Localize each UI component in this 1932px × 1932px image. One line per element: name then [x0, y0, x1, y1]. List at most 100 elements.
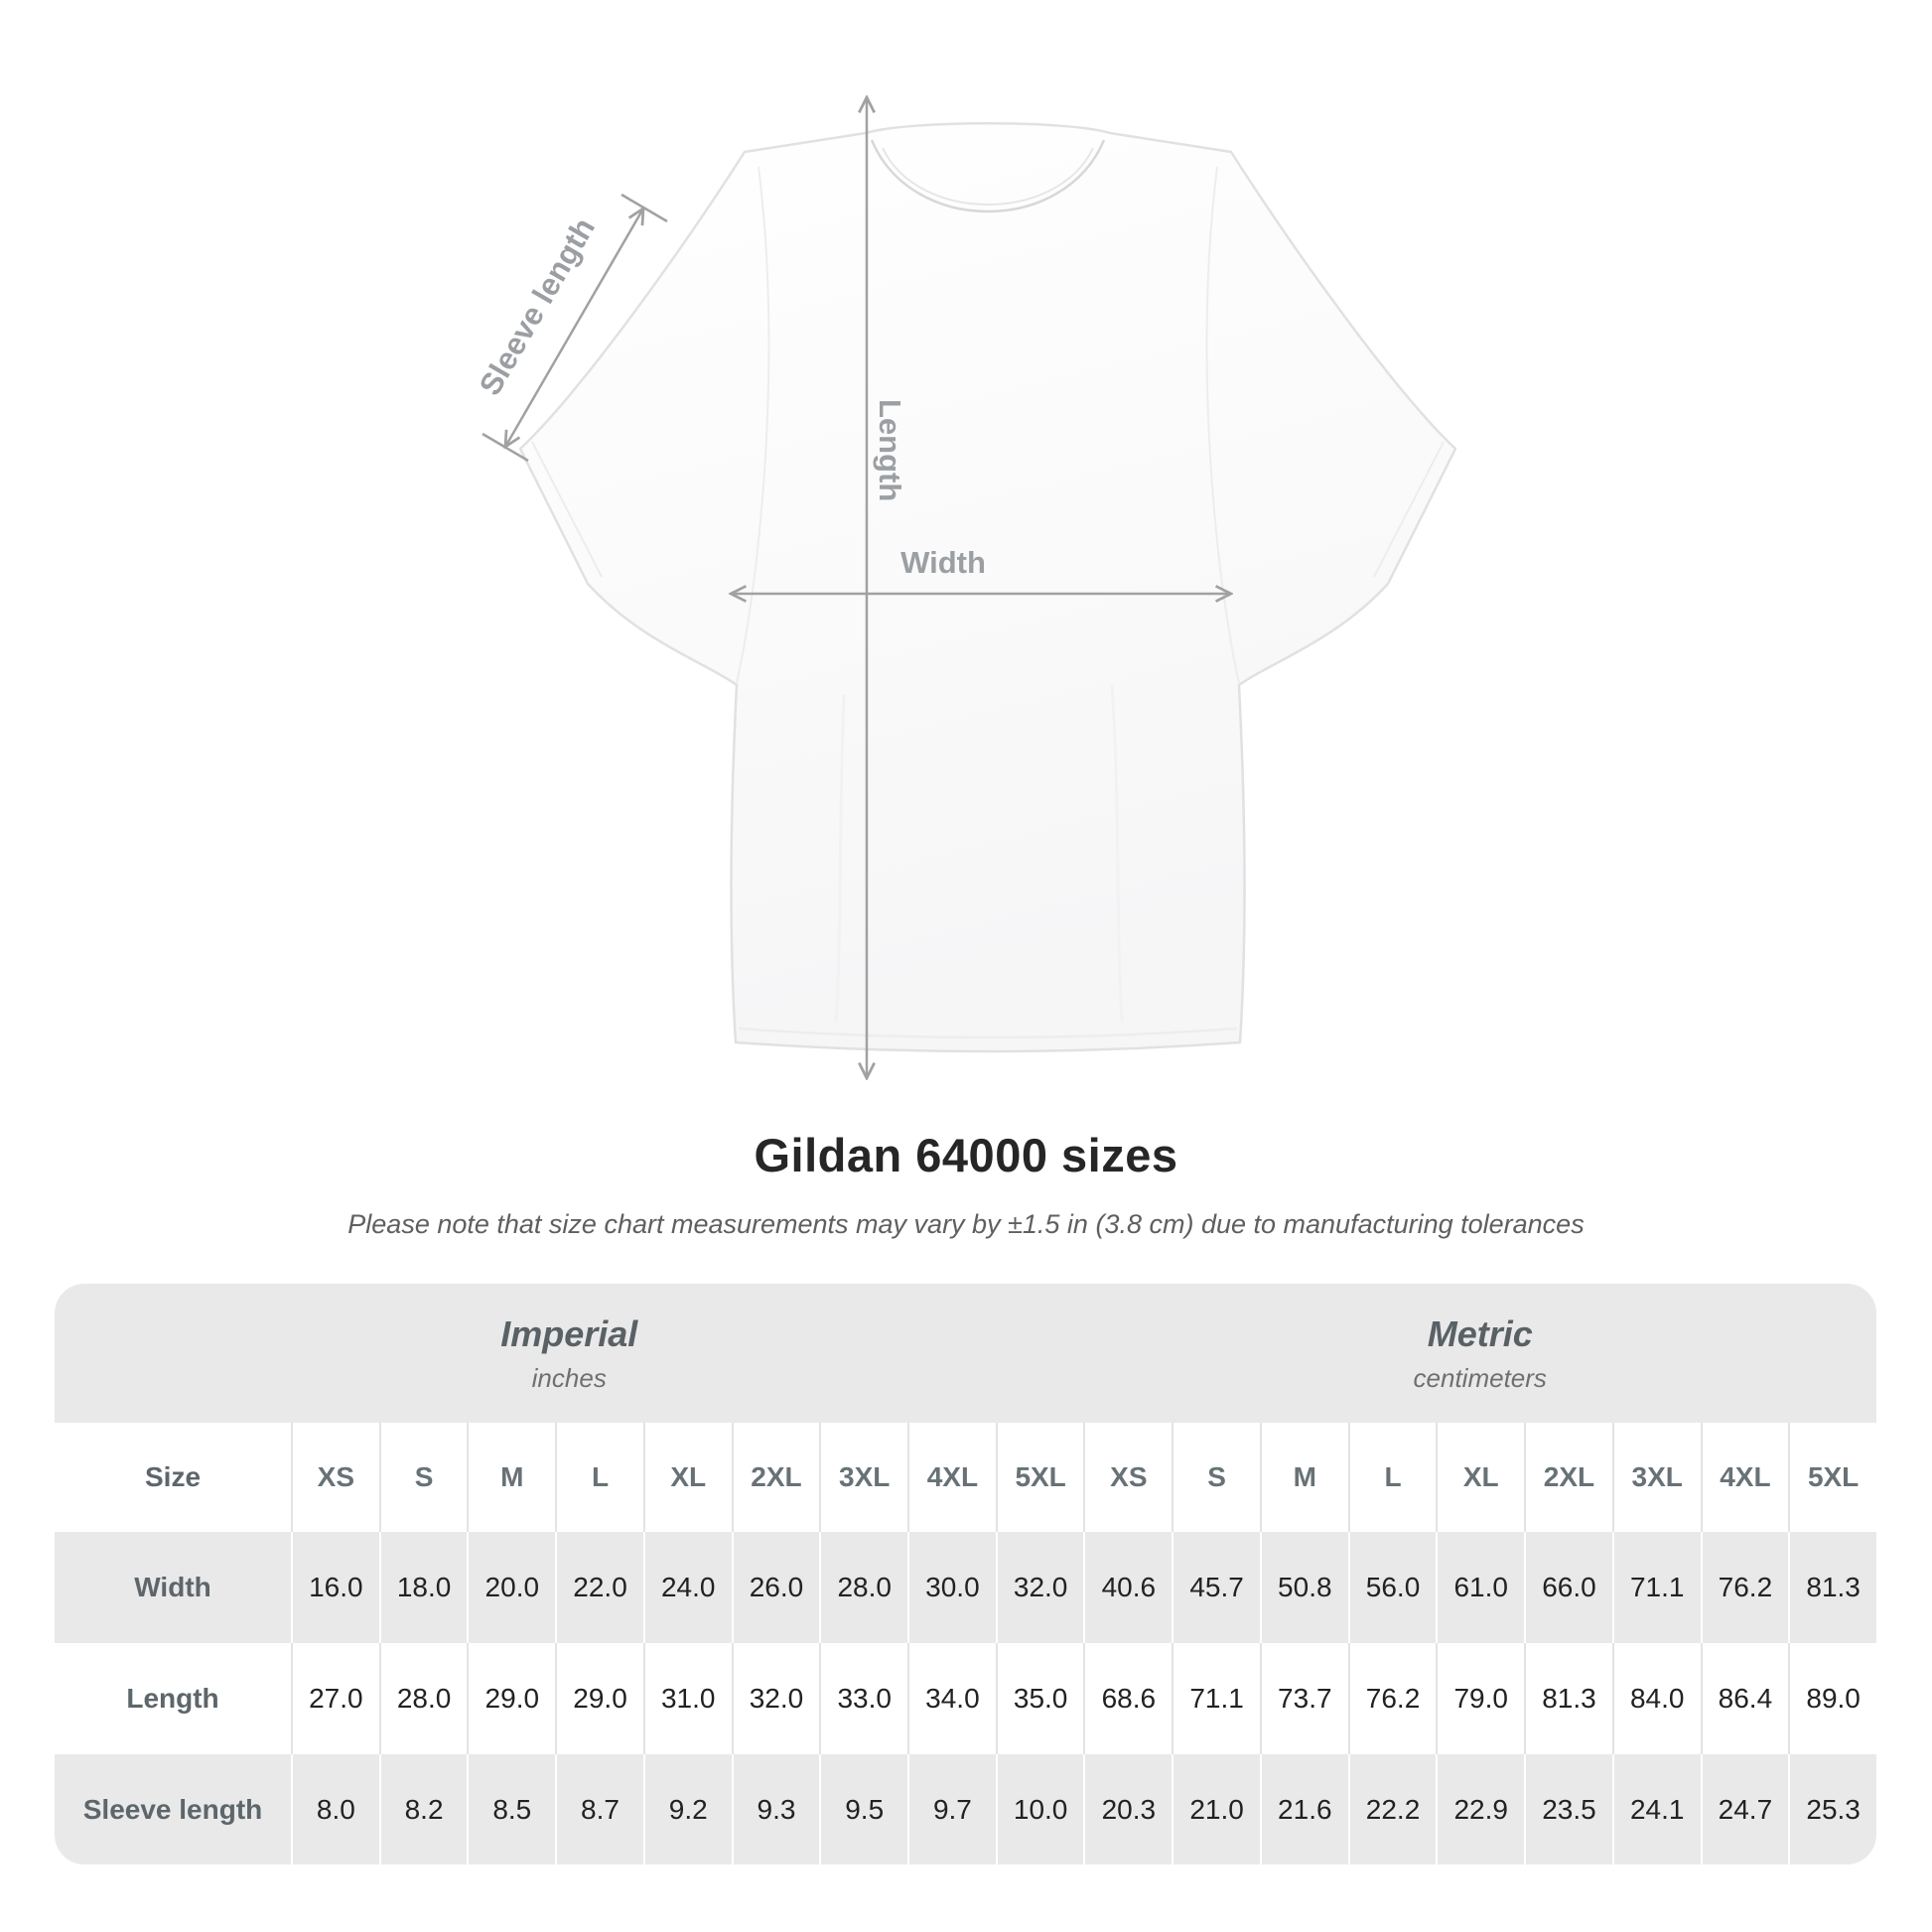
- size-col-header: L: [555, 1423, 643, 1532]
- dimension-annotations: [482, 97, 1231, 1078]
- tshirt-graphic: [518, 122, 1457, 1053]
- size-col-header: 3XL: [819, 1423, 908, 1532]
- measurement-value: 73.7: [1259, 1643, 1348, 1754]
- measurement-value: 81.3: [1788, 1532, 1876, 1643]
- measurement-value: 28.0: [819, 1532, 907, 1643]
- imperial-group-unit: inches: [531, 1362, 607, 1393]
- measurement-value: 9.5: [819, 1754, 907, 1864]
- imperial-group-header: Imperial inches: [55, 1284, 1083, 1423]
- page-title: Gildan 64000 sizes: [754, 1129, 1178, 1181]
- width-dimension-label: Width: [900, 545, 986, 580]
- measurement-value: 34.0: [907, 1643, 996, 1754]
- measurement-value: 8.7: [555, 1754, 643, 1864]
- collar-stitch-line: [882, 147, 1094, 206]
- fabric-fold-right: [1110, 684, 1124, 1024]
- measurement-value: 79.0: [1436, 1643, 1525, 1754]
- measurement-value: 45.7: [1172, 1532, 1260, 1643]
- measurement-value: 86.4: [1700, 1643, 1789, 1754]
- measurement-value: 32.0: [731, 1643, 820, 1754]
- measurement-value: 89.0: [1788, 1643, 1876, 1754]
- measurement-value: 20.0: [467, 1532, 555, 1643]
- size-col-header: 3XL: [1611, 1423, 1701, 1532]
- measurement-value: 8.5: [467, 1754, 555, 1864]
- sleeve-arrow-end-tick-top: [621, 193, 668, 223]
- size-col-header: XL: [1436, 1423, 1525, 1532]
- size-col-header: XS: [291, 1423, 379, 1532]
- measurement-value: 8.0: [291, 1754, 379, 1864]
- size-col-header: S: [1172, 1423, 1260, 1532]
- measurement-value: 21.0: [1172, 1754, 1260, 1864]
- sleeve-length-dimension-label: Sleeve length: [473, 211, 602, 401]
- measurement-value: 66.0: [1524, 1532, 1612, 1643]
- measurement-value: 50.8: [1259, 1532, 1348, 1643]
- size-col-header: S: [378, 1423, 468, 1532]
- measurement-value: 29.0: [467, 1643, 556, 1754]
- measurement-value: 35.0: [995, 1643, 1084, 1754]
- size-col-header: XS: [1083, 1423, 1173, 1532]
- measurement-value: 24.1: [1611, 1754, 1701, 1864]
- size-col-header: L: [1347, 1423, 1437, 1532]
- measurement-value: 28.0: [378, 1643, 468, 1754]
- measurement-value: 22.9: [1436, 1754, 1524, 1864]
- measurement-value: 61.0: [1436, 1532, 1524, 1643]
- length-dimension-label: Length: [873, 399, 907, 501]
- collar-inner-line: [870, 139, 1106, 213]
- measurement-value: 8.2: [378, 1754, 468, 1864]
- measurement-value: 84.0: [1611, 1643, 1701, 1754]
- measurement-value: 32.0: [995, 1532, 1084, 1643]
- size-col-header: 2XL: [731, 1423, 820, 1532]
- right-cuff-stitch: [1373, 441, 1445, 578]
- measurement-value: 71.1: [1611, 1532, 1701, 1643]
- measurement-value: 9.2: [642, 1754, 732, 1864]
- measurement-value: 24.7: [1700, 1754, 1789, 1864]
- tshirt-outline: [518, 122, 1457, 1053]
- fabric-fold-left: [834, 694, 846, 1024]
- measurement-value: 22.2: [1347, 1754, 1437, 1864]
- measurement-value: 21.6: [1259, 1754, 1348, 1864]
- measurement-value: 40.6: [1083, 1532, 1172, 1643]
- measurement-value: 68.6: [1083, 1643, 1173, 1754]
- left-sleeve-seam: [736, 166, 770, 684]
- measurement-value: 76.2: [1700, 1532, 1789, 1643]
- measurement-value: 18.0: [378, 1532, 468, 1643]
- imperial-group-name: Imperial: [500, 1312, 638, 1354]
- sleeve-length-arrow: [505, 208, 643, 447]
- measurement-value: 16.0: [291, 1532, 379, 1643]
- measurement-value: 22.0: [555, 1532, 643, 1643]
- measurement-value: 23.5: [1524, 1754, 1612, 1864]
- size-col-header: 5XL: [995, 1423, 1084, 1532]
- measurement-value: 20.3: [1083, 1754, 1172, 1864]
- measurement-value: 9.3: [731, 1754, 820, 1864]
- measurement-value: 26.0: [731, 1532, 820, 1643]
- measurement-value: 71.1: [1172, 1643, 1260, 1754]
- measurement-value: 10.0: [995, 1754, 1084, 1864]
- measurement-value: 81.3: [1524, 1643, 1612, 1754]
- hem-stitch: [738, 1027, 1238, 1039]
- size-table: Imperial inches Metric centimeters Size …: [55, 1284, 1876, 1864]
- measurement-value: 30.0: [907, 1532, 996, 1643]
- measurement-value: 31.0: [642, 1643, 732, 1754]
- sleeve-arrow-end-tick-bottom: [482, 432, 529, 463]
- size-col-header: XL: [642, 1423, 732, 1532]
- measurement-value: 27.0: [291, 1643, 379, 1754]
- size-row-label: Size: [55, 1423, 291, 1532]
- left-cuff-stitch: [531, 441, 603, 578]
- measurement-value: 9.7: [907, 1754, 996, 1864]
- size-col-header: 2XL: [1524, 1423, 1612, 1532]
- row-label: Length: [55, 1643, 291, 1754]
- row-label: Width: [134, 1572, 211, 1602]
- tshirt-diagram: Width Length Sleeve length: [473, 0, 1457, 1112]
- metric-group-name: Metric: [1427, 1312, 1533, 1354]
- size-col-header: 5XL: [1788, 1423, 1876, 1532]
- row-label: Sleeve length: [82, 1793, 263, 1825]
- measurement-value: 25.3: [1788, 1754, 1876, 1864]
- metric-group-unit: centimeters: [1413, 1362, 1547, 1393]
- size-col-header: 4XL: [907, 1423, 996, 1532]
- size-col-header: M: [467, 1423, 556, 1532]
- metric-group-header: Metric centimeters: [1083, 1284, 1876, 1423]
- size-col-header: M: [1259, 1423, 1348, 1532]
- right-sleeve-seam: [1205, 166, 1240, 684]
- tolerance-note: Please note that size chart measurements…: [347, 1209, 1585, 1239]
- measurement-value: 76.2: [1347, 1643, 1437, 1754]
- size-col-header: 4XL: [1700, 1423, 1789, 1532]
